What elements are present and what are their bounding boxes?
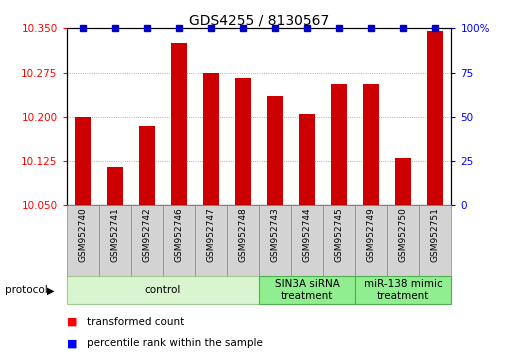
Text: ▶: ▶ bbox=[47, 285, 55, 295]
Text: SIN3A siRNA
treatment: SIN3A siRNA treatment bbox=[275, 279, 340, 301]
Text: GSM952747: GSM952747 bbox=[206, 207, 215, 262]
Bar bbox=[131, 205, 163, 276]
Text: GSM952745: GSM952745 bbox=[334, 207, 344, 262]
Bar bbox=[139, 126, 155, 205]
Bar bbox=[299, 114, 315, 205]
Text: GSM952751: GSM952751 bbox=[431, 207, 440, 262]
Bar bbox=[98, 205, 131, 276]
Text: GSM952744: GSM952744 bbox=[303, 207, 312, 262]
Bar bbox=[355, 276, 451, 304]
Bar bbox=[387, 205, 420, 276]
Bar bbox=[195, 205, 227, 276]
Bar bbox=[323, 205, 355, 276]
Text: miR-138 mimic
treatment: miR-138 mimic treatment bbox=[364, 279, 443, 301]
Bar bbox=[75, 117, 91, 205]
Bar bbox=[259, 205, 291, 276]
Bar bbox=[396, 158, 411, 205]
Text: GSM952748: GSM952748 bbox=[239, 207, 248, 262]
Bar bbox=[107, 167, 123, 205]
Bar bbox=[291, 205, 323, 276]
Bar bbox=[227, 205, 259, 276]
Text: ■: ■ bbox=[67, 338, 77, 348]
Title: GDS4255 / 8130567: GDS4255 / 8130567 bbox=[189, 13, 329, 27]
Bar bbox=[235, 79, 251, 205]
Bar bbox=[259, 276, 355, 304]
Bar bbox=[67, 205, 98, 276]
Text: GSM952742: GSM952742 bbox=[142, 207, 151, 262]
Text: GSM952741: GSM952741 bbox=[110, 207, 120, 262]
Text: ■: ■ bbox=[67, 317, 77, 327]
Bar bbox=[331, 84, 347, 205]
Bar bbox=[203, 73, 219, 205]
Text: protocol: protocol bbox=[5, 285, 48, 295]
Bar bbox=[67, 276, 259, 304]
Bar bbox=[163, 205, 195, 276]
Bar bbox=[355, 205, 387, 276]
Bar bbox=[267, 96, 283, 205]
Text: GSM952746: GSM952746 bbox=[174, 207, 184, 262]
Bar bbox=[427, 31, 443, 205]
Bar bbox=[171, 43, 187, 205]
Text: GSM952750: GSM952750 bbox=[399, 207, 408, 262]
Text: GSM952743: GSM952743 bbox=[270, 207, 280, 262]
Text: GSM952749: GSM952749 bbox=[367, 207, 376, 262]
Text: percentile rank within the sample: percentile rank within the sample bbox=[87, 338, 263, 348]
Text: control: control bbox=[145, 285, 181, 295]
Text: GSM952740: GSM952740 bbox=[78, 207, 87, 262]
Bar bbox=[420, 205, 451, 276]
Text: transformed count: transformed count bbox=[87, 317, 185, 327]
Bar bbox=[363, 84, 379, 205]
